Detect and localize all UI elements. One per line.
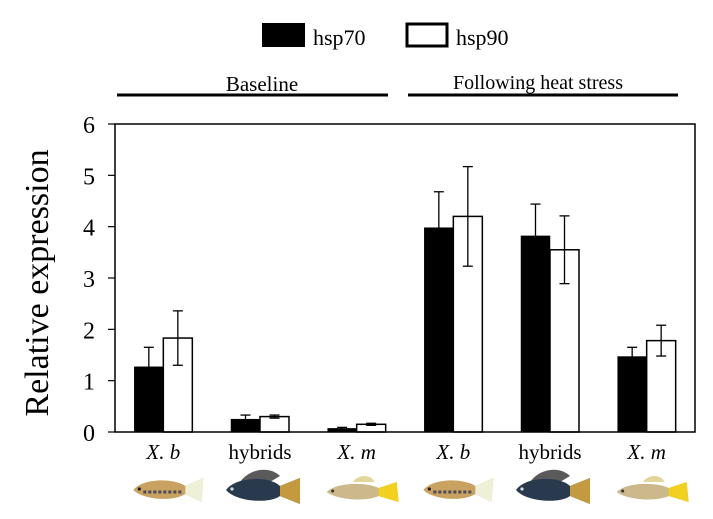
fish-tail <box>475 478 494 502</box>
bar-hsp90 <box>259 415 290 433</box>
fish-dorsal-fin <box>530 469 570 482</box>
legend: hsp70 hsp90 <box>262 22 509 50</box>
bar-hsp70 <box>424 227 454 433</box>
fish-photo <box>226 469 300 504</box>
fish-eye <box>230 487 234 491</box>
fish-tail <box>280 478 300 504</box>
fish-tail <box>185 478 204 502</box>
fish-body <box>226 478 300 504</box>
fish-dorsal-fin <box>352 476 375 482</box>
group-label-heat-stress: Following heat stress <box>453 72 623 94</box>
x-tick-label: X. m <box>626 440 666 464</box>
fish-tail <box>570 478 590 504</box>
x-tick-label: X. b <box>435 440 470 464</box>
y-tick-label: 5 <box>83 164 95 190</box>
fish-eye <box>427 487 431 491</box>
legend-swatch-hsp70 <box>262 23 305 47</box>
fish-eye <box>621 489 625 493</box>
y-tick-label: 1 <box>83 370 95 396</box>
y-tick-label: 4 <box>83 216 95 242</box>
fish-tail <box>378 482 399 502</box>
y-axis-label: Relative expression <box>19 149 56 416</box>
x-tick-label: X. b <box>145 440 180 464</box>
error-bars <box>143 165 667 429</box>
fish-eye <box>520 487 524 491</box>
x-axis: X. b hybrids X. m X. b hybrids X. m <box>145 440 666 464</box>
fish-eye <box>137 487 141 491</box>
y-tick-label: 6 <box>83 113 95 139</box>
fish-body <box>326 482 399 502</box>
x-tick-label: hybrids <box>519 440 582 464</box>
x-tick-label: X. m <box>336 440 376 464</box>
fish-eye <box>331 489 335 493</box>
legend-label-hsp70: hsp70 <box>313 25 366 50</box>
y-tick-label: 3 <box>83 267 95 293</box>
fish-tail <box>668 482 689 502</box>
plot-frame <box>114 123 696 433</box>
fish-photo <box>616 476 689 502</box>
fish-body <box>616 482 689 502</box>
bar-hsp70 <box>230 418 261 433</box>
fish-dorsal-fin <box>240 469 280 482</box>
fish-body <box>133 478 204 502</box>
group-headers: Baseline Following heat stress <box>117 72 678 97</box>
x-tick-label: hybrids <box>229 440 292 464</box>
bars <box>134 215 677 433</box>
fish-dorsal-fin <box>642 476 665 482</box>
bar-hsp70 <box>617 356 647 433</box>
fish-photo <box>516 469 590 504</box>
y-axis: 0 1 2 3 4 5 6 <box>83 113 115 447</box>
y-tick-label: 0 <box>83 421 95 447</box>
fish-photo <box>423 478 494 502</box>
fish-photo <box>326 476 399 502</box>
legend-swatch-hsp90 <box>405 22 449 48</box>
legend-label-hsp90: hsp90 <box>456 25 509 50</box>
fish-photos <box>133 469 689 504</box>
bar-hsp70 <box>520 235 551 433</box>
fish-body <box>516 478 590 504</box>
fish-body <box>423 478 494 502</box>
fish-photo <box>133 478 204 502</box>
bar-hsp70 <box>134 366 164 433</box>
y-tick-label: 2 <box>83 318 95 344</box>
group-label-baseline: Baseline <box>226 72 298 96</box>
